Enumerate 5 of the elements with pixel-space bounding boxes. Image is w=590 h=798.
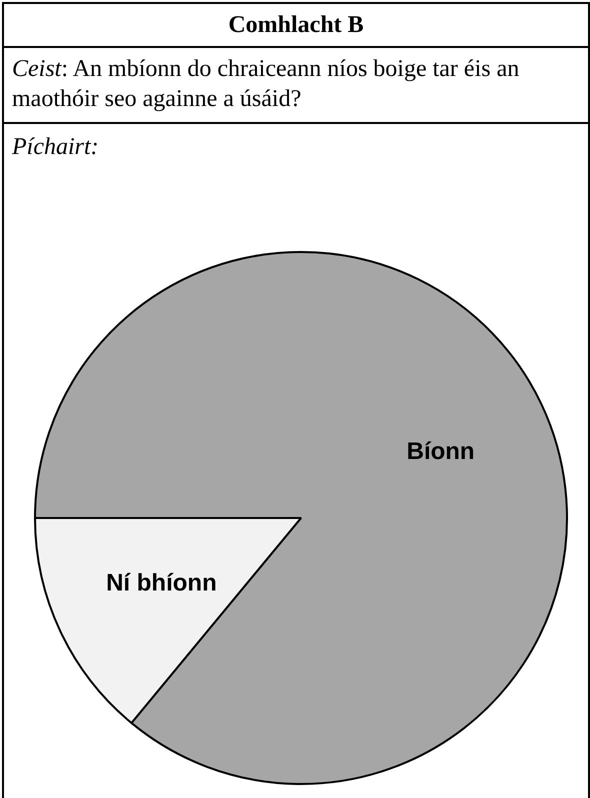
- chart-title: Comhlacht B: [4, 4, 588, 48]
- text: Píchairt:: [12, 134, 100, 161]
- chart-subtitle: Ceist: An mbíonn do chraiceann níos boige tar éis an maothóir seo againne a úsáid?: [4, 48, 588, 124]
- slice-label: Ní bhíonn: [106, 569, 217, 596]
- slice-label: Bíonn: [406, 438, 475, 465]
